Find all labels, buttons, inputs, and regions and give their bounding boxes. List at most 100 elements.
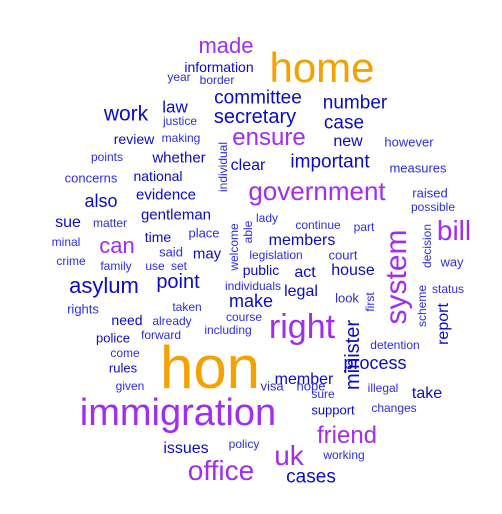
word-asylum: asylum [69,273,139,298]
word-case: case [323,112,365,134]
word-detention: detention [370,338,420,352]
word-may: may [192,245,222,263]
word-set: set [170,259,188,273]
word-important: important [290,151,370,173]
word-status: status [431,282,465,296]
word-justice: justice [162,114,198,128]
word-evidence: evidence [135,186,197,204]
word-public: public [242,262,280,278]
word-rights: rights [67,301,99,317]
word-system: system [380,229,413,325]
word-matter: matter [92,216,128,230]
word-act: act [294,264,316,281]
word-friend: friend [316,422,378,449]
word-time: time [144,229,172,245]
word-forward: forward [140,328,182,342]
word-sue: sue [55,214,81,231]
word-hope: hope [296,378,326,394]
word-work: work [103,102,149,126]
word-members: members [268,232,336,249]
word-year: year [167,70,191,84]
word-continue: continue [295,218,341,232]
word-legislation: legislation [249,248,303,262]
word-part: part [353,220,375,234]
word-rules: rules [108,360,138,376]
word-individual: individual [216,141,230,193]
word-take: take [411,385,443,402]
word-law: law [162,97,188,117]
word-making: making [161,131,201,145]
word-make: make [228,291,274,311]
word-right: right [268,308,336,346]
word-policy: policy [228,437,260,451]
word-home: home [269,44,375,91]
word-already: already [152,314,192,328]
word-crime: crime [56,254,86,268]
word-points: points [90,150,124,164]
word-report: report [435,303,452,345]
word-bill: bill [436,215,472,246]
word-come: come [110,346,140,360]
word-ensure: ensure [232,124,306,151]
word-minal: minal [51,235,81,249]
word-possible: possible [410,200,456,214]
word-office: office [187,455,255,486]
word-made: made [198,33,254,58]
word-concerns: concerns [64,170,118,186]
word-clear: clear [230,157,266,174]
word-member: member [274,371,334,388]
word-whether: whether [152,149,206,167]
word-taken: taken [172,300,202,314]
word-individuals: individuals [224,279,282,293]
word-scheme: scheme [415,284,429,328]
word-look: look [335,290,359,306]
word-cases: cases [286,466,336,488]
word-legal: legal [284,283,318,300]
word-hon: hon [159,334,261,401]
word-uk: uk [274,440,304,471]
word-government: government [248,176,386,206]
word-visa: visa [260,378,284,394]
word-place: place [188,225,220,241]
word-welcome: welcome [227,223,241,271]
word-process: process [343,353,407,373]
word-also: also [84,191,118,211]
word-raised: raised [412,185,448,201]
word-committee: committee [214,87,302,109]
word-gentleman: gentleman [140,206,212,224]
word-border: border [199,73,235,87]
word-police: police [96,330,130,346]
word-able: able [241,220,255,244]
word-family: family [100,259,132,273]
word-court: court [328,247,358,263]
word-use: use [145,259,165,273]
word-house: house [331,262,375,279]
word-working: working [323,448,365,462]
word-given: given [115,379,145,393]
word-national: national [133,168,183,184]
word-course: course [225,310,263,324]
word-lady: lady [255,211,279,225]
word-measures: measures [389,160,447,176]
word-issues: issues [163,440,209,457]
word-changes: changes [371,401,417,415]
word-way: way [440,254,464,270]
word-information: information [184,59,254,75]
word-point: point [156,271,200,293]
word-including: including [204,323,252,337]
word-can: can [99,233,135,258]
word-sure: sure [311,387,335,401]
word-illegal: illegal [367,381,399,395]
word-first: first [363,292,377,312]
word-secretary: secretary [213,106,297,128]
word-need: need [111,312,143,328]
word-however: however [384,134,434,150]
word-decision: decision [420,223,434,269]
word-support: support [311,402,355,418]
word-number: number [322,92,388,114]
word-review: review [113,131,155,147]
word-said: said [159,244,183,260]
word-new: new [333,133,363,150]
word-immigration: immigration [79,392,277,434]
